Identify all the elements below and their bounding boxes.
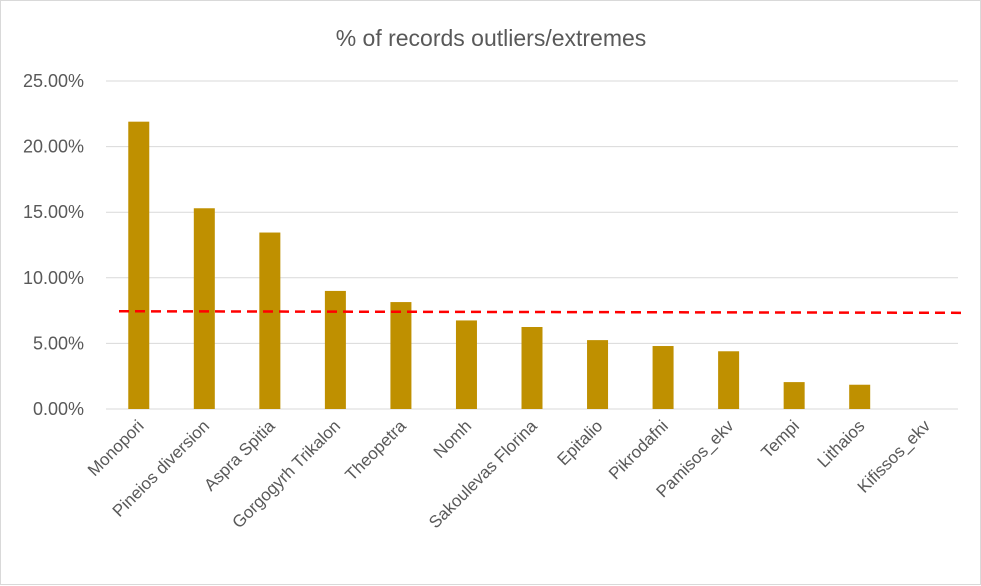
- y-tick-label: 10.00%: [23, 268, 84, 288]
- bar-pineios-diversion: [193, 208, 215, 409]
- y-tick-label: 25.00%: [23, 71, 84, 91]
- bar-lithaios: [849, 384, 871, 409]
- bar-pamisos-ekv: [718, 351, 740, 409]
- x-tick-label: Nomh: [430, 416, 476, 462]
- x-tick-label: Lithaios: [814, 416, 869, 471]
- reference-line: [118, 310, 967, 315]
- bar-nomh: [455, 320, 477, 409]
- gridlines: [106, 80, 958, 410]
- bar-aspra-spitia: [259, 232, 281, 409]
- y-tick-label: 15.00%: [23, 202, 84, 222]
- y-tick-label: 0.00%: [33, 399, 84, 419]
- bar-theopetra: [390, 302, 412, 409]
- x-tick-label: Theopetra: [342, 416, 411, 485]
- bar-tempi: [783, 382, 805, 409]
- bar-pikrodafni: [652, 346, 674, 409]
- y-tick-label: 5.00%: [33, 333, 84, 353]
- x-tick-label: Pikrodafni: [605, 416, 672, 483]
- y-axis-ticks: 0.00% 5.00% 10.00% 15.00% 20.00% 25.00%: [23, 71, 84, 419]
- bars: [128, 121, 871, 409]
- x-tick-label: Sakoulevas Florina: [425, 416, 541, 532]
- x-tick-label: Monopori: [84, 416, 148, 480]
- chart-title: % of records outliers/extremes: [336, 25, 647, 51]
- x-tick-label: Epitalio: [553, 416, 606, 469]
- bar-epitalio: [587, 340, 609, 409]
- y-tick-label: 20.00%: [23, 137, 84, 157]
- x-tick-label: Gorgogyrh Trikalon: [229, 416, 345, 532]
- bar-sakoulevas-florina: [521, 327, 543, 409]
- bar-monopori: [128, 121, 150, 409]
- x-tick-label: Tempi: [757, 416, 803, 462]
- bar-gorgogyrh-trikalon: [324, 290, 346, 409]
- reference-line-layer: [118, 310, 967, 315]
